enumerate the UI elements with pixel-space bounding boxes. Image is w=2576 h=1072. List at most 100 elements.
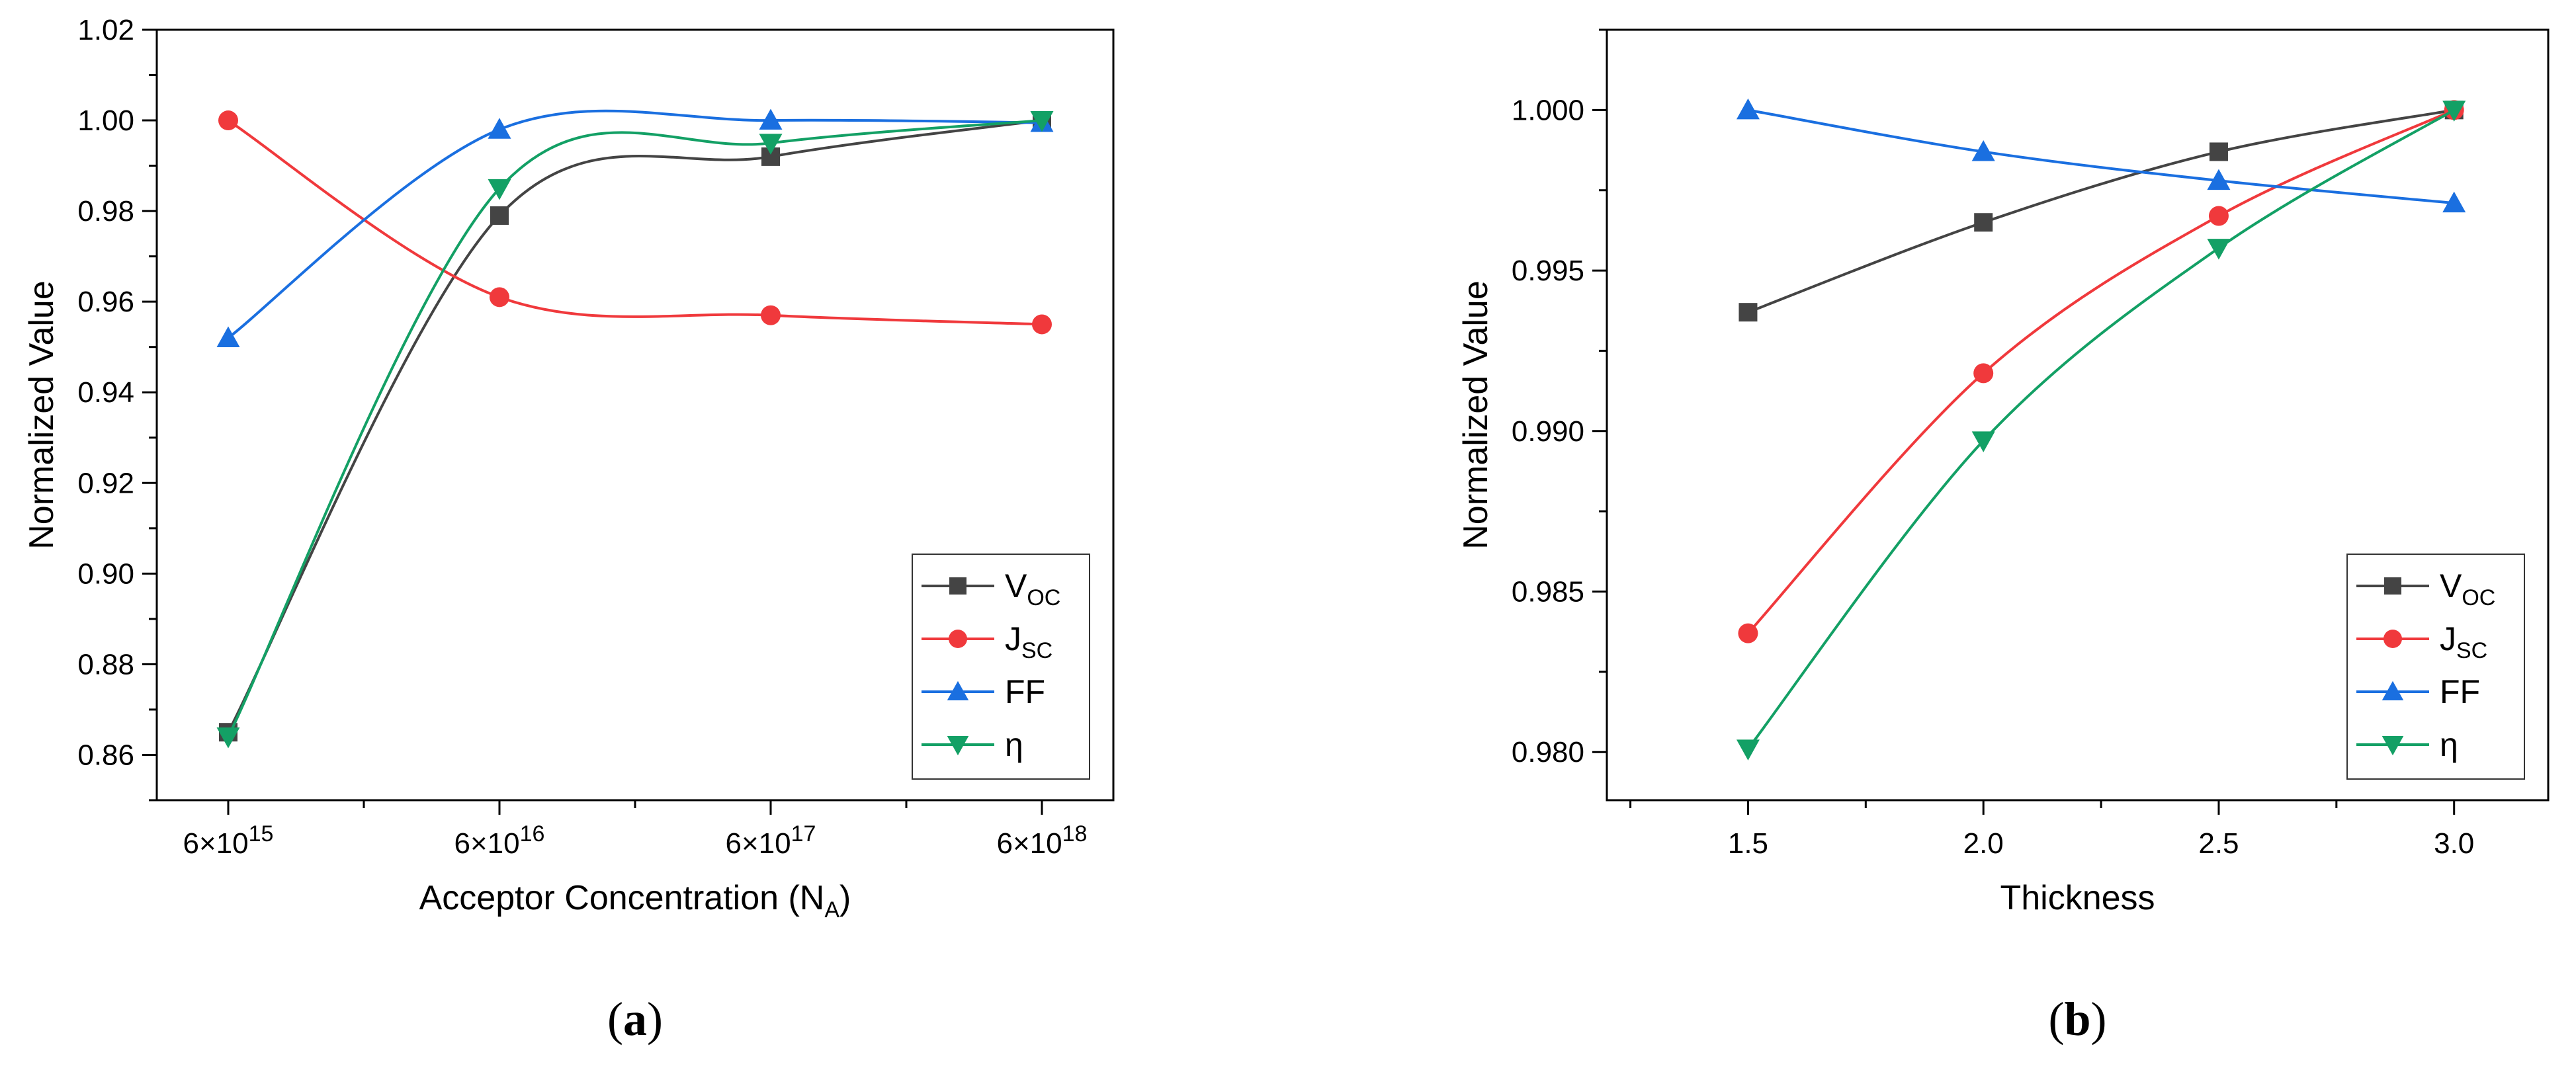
y-tick-label: 0.94: [77, 376, 134, 409]
legend-label: JSC: [2440, 620, 2487, 663]
x-tick-label: 6×1018: [997, 821, 1088, 860]
data-point: [1736, 739, 1760, 761]
y-axis-title: Normalized Value: [1457, 280, 1495, 550]
data-point: [1736, 98, 1760, 120]
data-point: [216, 326, 240, 347]
x-tick-label: 2.0: [1963, 827, 2004, 860]
data-point: [1971, 431, 1995, 452]
data-point: [490, 206, 509, 225]
data-point: [1973, 363, 1994, 384]
y-tick-label: 0.86: [77, 739, 134, 771]
x-tick-label: 1.5: [1728, 827, 1768, 860]
panel-b-chart: 0.980 0.985 0.990 0.995 1.000 1.5 2.0 2.5 3.0 Thi…: [1457, 28, 2550, 1046]
legend-entry: η: [922, 726, 1023, 763]
series-line: [227, 119, 1043, 733]
data-point: [759, 134, 783, 155]
y-tick-label: 0.88: [77, 648, 134, 680]
legend: VOC JSC FF η: [912, 554, 1090, 780]
series-line: [227, 119, 1043, 326]
data-point: [759, 108, 783, 130]
y-tick-label: 0.980: [1512, 736, 1584, 768]
y-tick-label: 1.02: [77, 14, 134, 46]
y-tick-label: 0.995: [1512, 255, 1584, 287]
plot-frame: [1606, 28, 2550, 802]
data-point: [1974, 213, 1993, 232]
y-tick-label: 0.985: [1512, 575, 1584, 608]
data-point: [488, 118, 511, 139]
series-line: [227, 119, 1043, 737]
legend-marker: [949, 577, 966, 595]
legend-label: VOC: [1005, 567, 1060, 610]
x-axis-title: Thickness: [2000, 879, 2155, 917]
y-tick-label: 0.96: [77, 286, 134, 318]
legend-entry: η: [2356, 726, 2458, 763]
legend-entry: JSC: [2356, 620, 2487, 663]
data-point: [2442, 191, 2466, 213]
data-point: [1739, 303, 1758, 322]
series-line: [1746, 108, 2455, 750]
y-tick-label: 1.000: [1512, 94, 1584, 126]
series-η: [1736, 101, 2466, 761]
panel-a-chart: 0.86 0.88 0.90 0.92 0.94 0.96 0.98 1.00 1.02 6×10…: [22, 14, 1115, 1046]
series-line: [1748, 108, 2454, 205]
legend-box: [2346, 554, 2525, 780]
data-point: [490, 287, 509, 308]
series-η: [216, 111, 1054, 749]
legend-entry: FF: [922, 673, 1045, 710]
legend-entry: JSC: [922, 620, 1052, 663]
legend-marker: [2383, 630, 2402, 648]
legend-marker: [2382, 736, 2404, 756]
data-point: [2208, 206, 2229, 226]
legend-label: η: [1005, 726, 1023, 763]
data-point: [1030, 111, 1054, 132]
panel-label: (a): [607, 993, 663, 1046]
series-line: [227, 109, 1043, 339]
y-tick-label: 1.00: [77, 104, 134, 137]
y-tick-label: 0.92: [77, 467, 134, 499]
legend-box: [912, 554, 1090, 780]
y-tick-label: 0.90: [77, 557, 134, 590]
y-tick-label: 0.990: [1512, 415, 1584, 448]
x-tick-label: 3.0: [2434, 827, 2474, 860]
series-line: [1747, 108, 2455, 314]
data-point: [761, 305, 781, 325]
data-point: [1032, 314, 1052, 335]
y-axis-title: Normalized Value: [22, 280, 61, 550]
legend-marker: [947, 736, 969, 756]
x-tick-label: 6×1016: [454, 821, 545, 860]
data-point: [218, 110, 238, 131]
series-VOC: [1739, 101, 2464, 322]
series-FF: [216, 108, 1054, 347]
legend-label: FF: [1005, 673, 1045, 710]
legend-marker: [2384, 577, 2401, 595]
legend-label: FF: [2440, 673, 2480, 710]
series-FF: [1736, 98, 2466, 213]
legend-marker: [947, 680, 969, 700]
legend-marker: [2382, 680, 2404, 700]
x-tick-label: 6×1017: [726, 821, 816, 860]
legend-label: η: [2440, 726, 2458, 763]
legend-entry: VOC: [2356, 567, 2495, 610]
legend-entry: FF: [2356, 673, 2480, 710]
series-line: [1746, 108, 2455, 634]
x-tick-label: 6×1015: [183, 821, 274, 860]
x-axis-title: Acceptor Concentration (NA): [419, 879, 851, 923]
x-tick-label: 2.5: [2198, 827, 2239, 860]
panel-label: (b): [2048, 993, 2106, 1046]
legend-label: VOC: [2440, 567, 2495, 610]
data-point: [1738, 623, 1758, 643]
data-point: [216, 727, 240, 749]
legend: VOC JSC FF η: [2346, 554, 2525, 780]
data-point: [488, 179, 511, 200]
legend-entry: VOC: [922, 567, 1060, 610]
data-point: [2207, 239, 2231, 260]
legend-label: JSC: [1005, 620, 1052, 663]
series-JSC: [218, 110, 1052, 335]
data-point: [2207, 169, 2231, 190]
data-point: [2209, 142, 2228, 161]
legend-marker: [949, 630, 967, 648]
data-point: [2442, 101, 2466, 122]
y-tick-label: 0.98: [77, 195, 134, 227]
data-point: [1971, 140, 1995, 161]
